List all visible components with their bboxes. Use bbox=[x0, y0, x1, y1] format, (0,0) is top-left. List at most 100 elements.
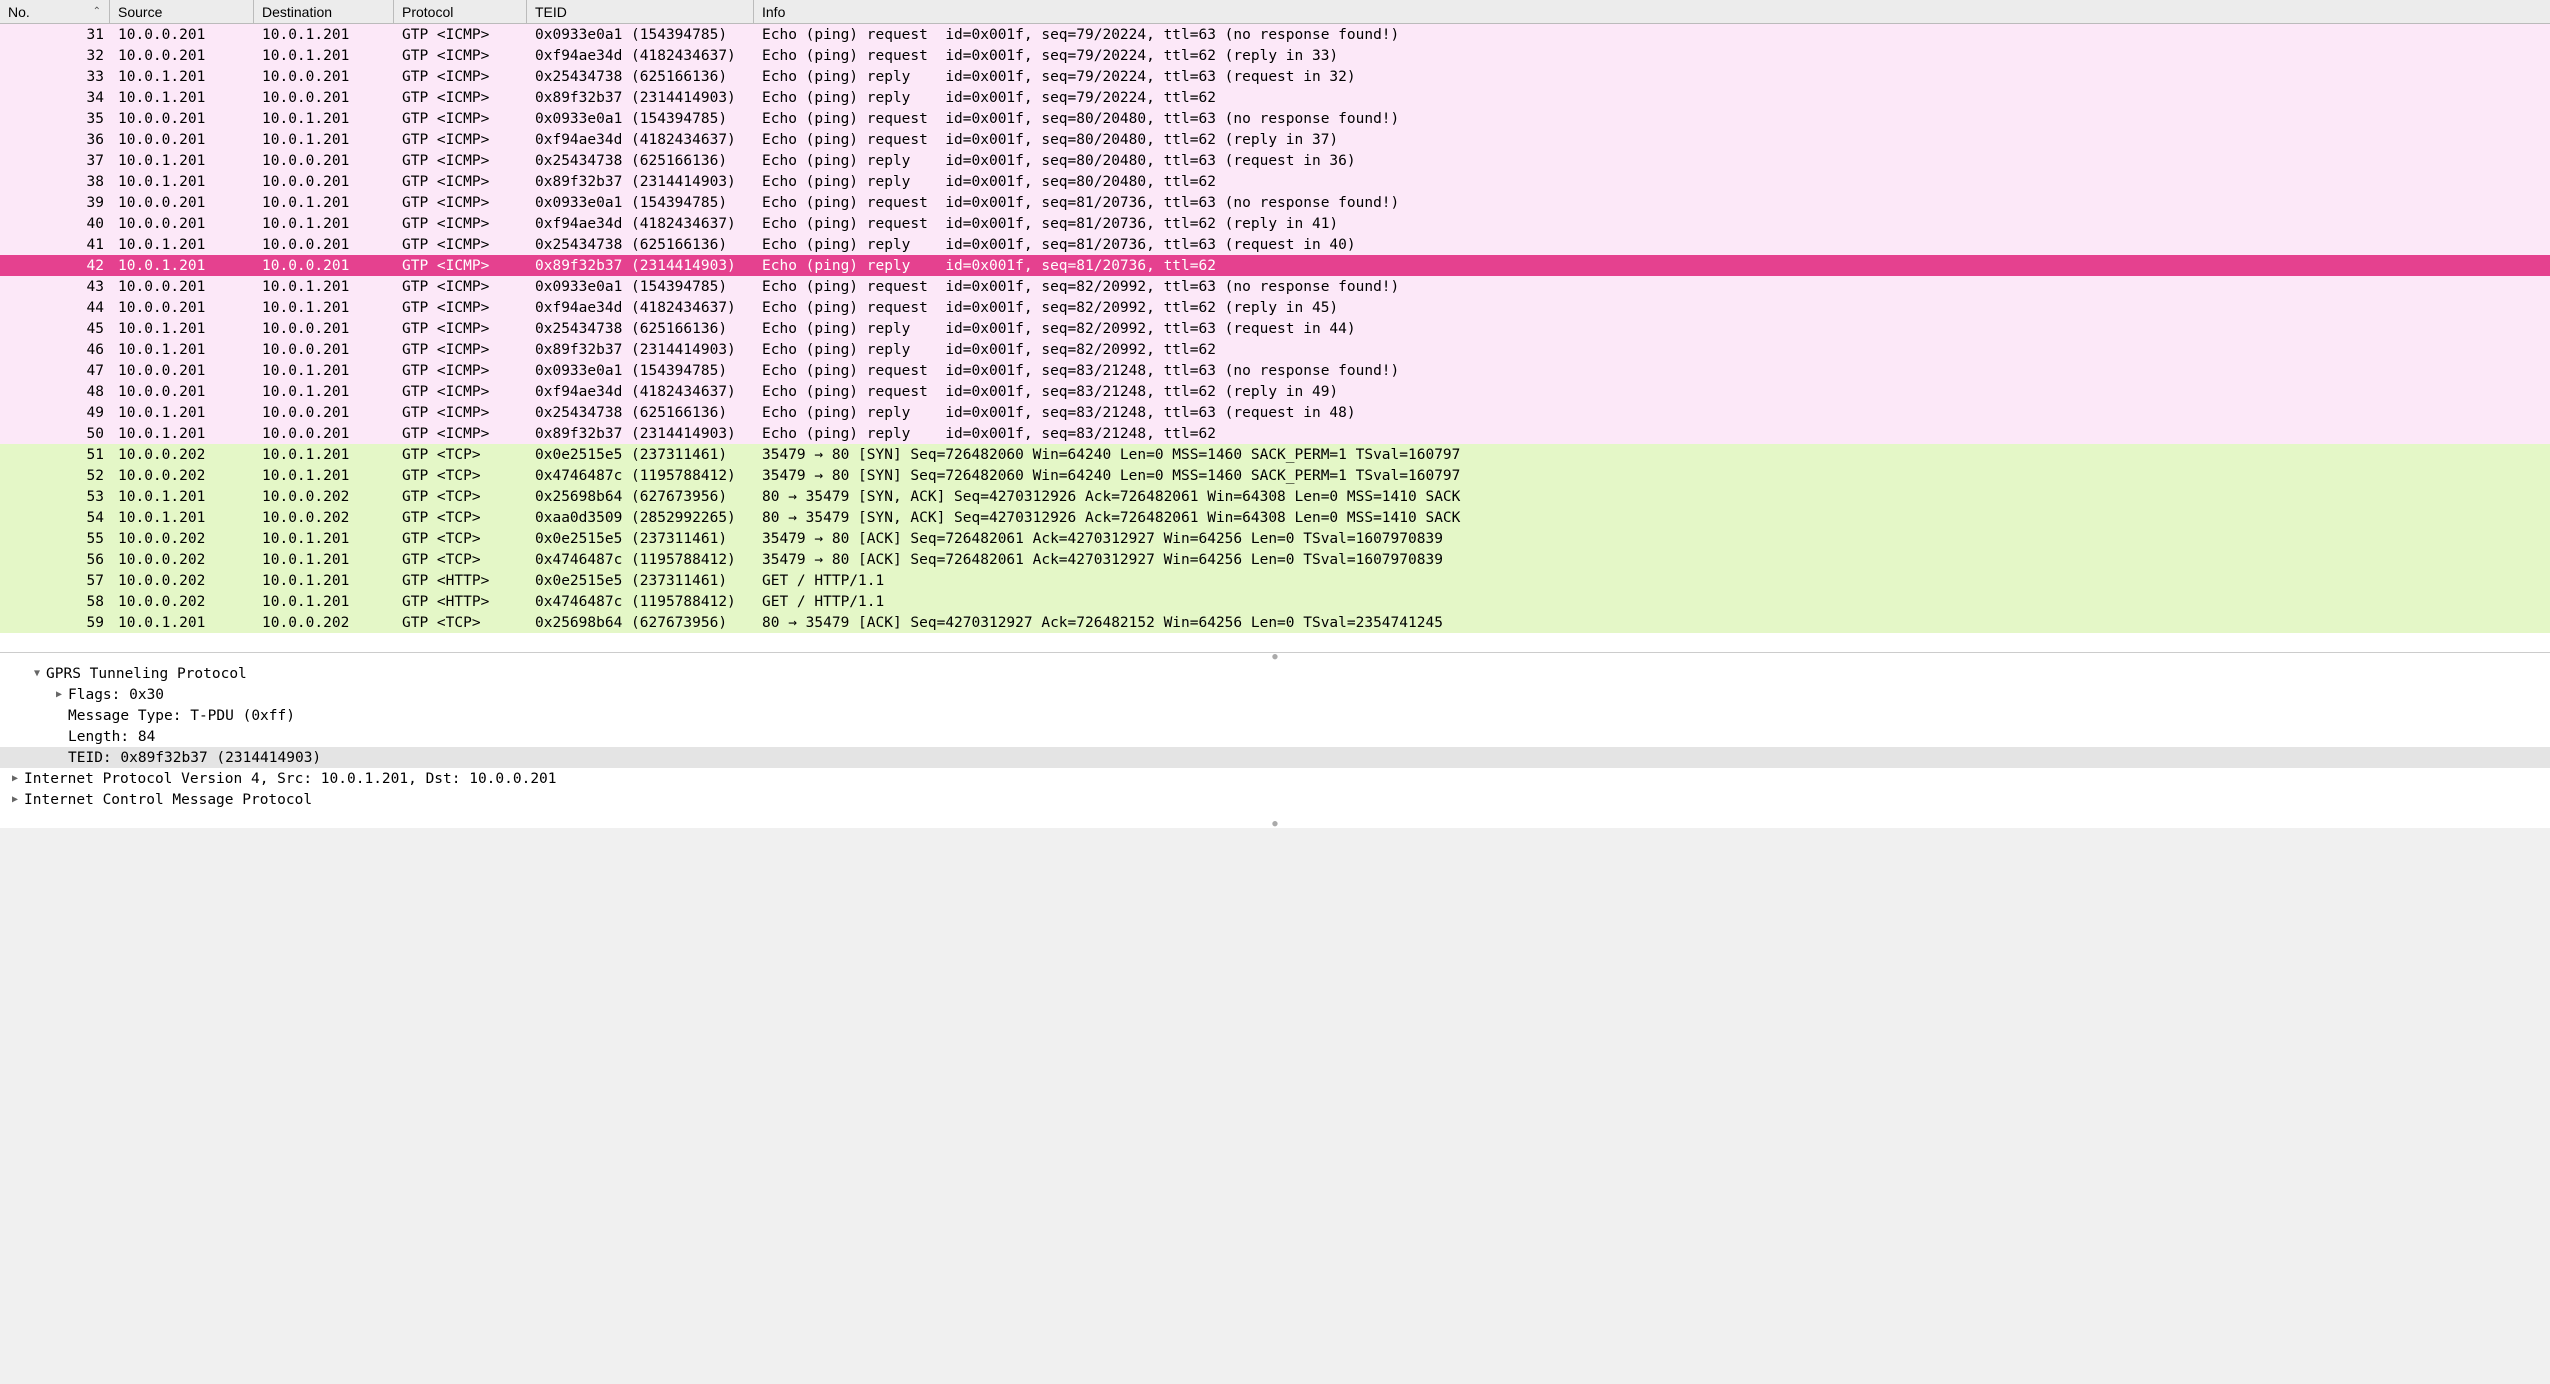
packet-row[interactable]: 3310.0.1.20110.0.0.201GTP <ICMP>0x254347… bbox=[0, 66, 2550, 87]
packet-row[interactable]: 4510.0.1.20110.0.0.201GTP <ICMP>0x254347… bbox=[0, 318, 2550, 339]
tree-toggle-icon[interactable] bbox=[8, 773, 22, 784]
cell-destination: 10.0.1.201 bbox=[254, 48, 394, 64]
packet-row[interactable]: 3110.0.0.20110.0.1.201GTP <ICMP>0x0933e0… bbox=[0, 24, 2550, 45]
packet-row[interactable]: 4310.0.0.20110.0.1.201GTP <ICMP>0x0933e0… bbox=[0, 276, 2550, 297]
packet-row[interactable]: 3210.0.0.20110.0.1.201GTP <ICMP>0xf94ae3… bbox=[0, 45, 2550, 66]
column-header-teid[interactable]: TEID bbox=[527, 0, 754, 23]
cell-source: 10.0.1.201 bbox=[110, 69, 254, 85]
cell-protocol: GTP <ICMP> bbox=[394, 237, 527, 253]
packet-row[interactable]: 5510.0.0.20210.0.1.201GTP <TCP>0x0e2515e… bbox=[0, 528, 2550, 549]
cell-info: Echo (ping) request id=0x001f, seq=83/21… bbox=[754, 384, 2550, 400]
cell-teid: 0x0e2515e5 (237311461) bbox=[527, 447, 754, 463]
detail-lines-container: GPRS Tunneling Protocol Flags: 0x30 Messag… bbox=[0, 663, 2550, 810]
detail-line[interactable]: TEID: 0x89f32b37 (2314414903) bbox=[0, 747, 2550, 768]
cell-protocol: GTP <ICMP> bbox=[394, 384, 527, 400]
cell-protocol: GTP <ICMP> bbox=[394, 426, 527, 442]
sort-ascending-icon: ⌃ bbox=[93, 6, 101, 17]
cell-destination: 10.0.1.201 bbox=[254, 531, 394, 547]
pane-resizer[interactable]: ● bbox=[0, 653, 2550, 661]
packet-row[interactable]: 3710.0.1.20110.0.0.201GTP <ICMP>0x254347… bbox=[0, 150, 2550, 171]
detail-line[interactable]: Length: 84 bbox=[0, 726, 2550, 747]
packet-row[interactable]: 5310.0.1.20110.0.0.202GTP <TCP>0x25698b6… bbox=[0, 486, 2550, 507]
detail-line[interactable]: Internet Protocol Version 4, Src: 10.0.1… bbox=[0, 768, 2550, 789]
packet-row[interactable]: 4010.0.0.20110.0.1.201GTP <ICMP>0xf94ae3… bbox=[0, 213, 2550, 234]
cell-info: Echo (ping) request id=0x001f, seq=80/20… bbox=[754, 132, 2550, 148]
column-label: TEID bbox=[535, 4, 567, 20]
detail-line[interactable]: Flags: 0x30 bbox=[0, 684, 2550, 705]
cell-teid: 0x0933e0a1 (154394785) bbox=[527, 195, 754, 211]
packet-row[interactable]: 4210.0.1.20110.0.0.201GTP <ICMP>0x89f32b… bbox=[0, 255, 2550, 276]
packet-row[interactable]: 5610.0.0.20210.0.1.201GTP <TCP>0x4746487… bbox=[0, 549, 2550, 570]
packet-row[interactable]: 4710.0.0.20110.0.1.201GTP <ICMP>0x0933e0… bbox=[0, 360, 2550, 381]
packet-row[interactable]: 5810.0.0.20210.0.1.201GTP <HTTP>0x474648… bbox=[0, 591, 2550, 612]
packet-row[interactable]: 5710.0.0.20210.0.1.201GTP <HTTP>0x0e2515… bbox=[0, 570, 2550, 591]
pane-resizer-bottom[interactable]: ● bbox=[0, 820, 2550, 828]
packet-row[interactable]: 3610.0.0.20110.0.1.201GTP <ICMP>0xf94ae3… bbox=[0, 129, 2550, 150]
cell-protocol: GTP <ICMP> bbox=[394, 48, 527, 64]
cell-no: 33 bbox=[0, 69, 110, 85]
cell-protocol: GTP <TCP> bbox=[394, 510, 527, 526]
cell-protocol: GTP <ICMP> bbox=[394, 363, 527, 379]
cell-teid: 0x25434738 (625166136) bbox=[527, 237, 754, 253]
cell-source: 10.0.0.201 bbox=[110, 216, 254, 232]
cell-source: 10.0.0.201 bbox=[110, 48, 254, 64]
detail-line[interactable]: GPRS Tunneling Protocol bbox=[0, 663, 2550, 684]
tree-toggle-icon[interactable] bbox=[30, 668, 44, 679]
packet-details-pane[interactable]: GPRS Tunneling Protocol Flags: 0x30 Messag… bbox=[0, 661, 2550, 820]
packet-row[interactable]: 3510.0.0.20110.0.1.201GTP <ICMP>0x0933e0… bbox=[0, 108, 2550, 129]
detail-line[interactable]: Internet Control Message Protocol bbox=[0, 789, 2550, 810]
packet-row[interactable]: 4410.0.0.20110.0.1.201GTP <ICMP>0xf94ae3… bbox=[0, 297, 2550, 318]
cell-protocol: GTP <ICMP> bbox=[394, 174, 527, 190]
detail-line[interactable]: Message Type: T-PDU (0xff) bbox=[0, 705, 2550, 726]
packet-row[interactable]: 5110.0.0.20210.0.1.201GTP <TCP>0x0e2515e… bbox=[0, 444, 2550, 465]
packet-row[interactable]: 3810.0.1.20110.0.0.201GTP <ICMP>0x89f32b… bbox=[0, 171, 2550, 192]
packet-row[interactable]: 3910.0.0.20110.0.1.201GTP <ICMP>0x0933e0… bbox=[0, 192, 2550, 213]
packet-list-pane[interactable]: No. ⌃ Source Destination Protocol TEID I… bbox=[0, 0, 2550, 653]
cell-teid: 0x0e2515e5 (237311461) bbox=[527, 573, 754, 589]
cell-protocol: GTP <TCP> bbox=[394, 552, 527, 568]
column-header-source[interactable]: Source bbox=[110, 0, 254, 23]
cell-source: 10.0.1.201 bbox=[110, 174, 254, 190]
cell-info: Echo (ping) reply id=0x001f, seq=83/2124… bbox=[754, 426, 2550, 442]
cell-teid: 0x4746487c (1195788412) bbox=[527, 552, 754, 568]
cell-info: Echo (ping) reply id=0x001f, seq=79/2022… bbox=[754, 69, 2550, 85]
cell-destination: 10.0.0.202 bbox=[254, 510, 394, 526]
cell-destination: 10.0.1.201 bbox=[254, 111, 394, 127]
cell-source: 10.0.1.201 bbox=[110, 237, 254, 253]
packet-row[interactable]: 4810.0.0.20110.0.1.201GTP <ICMP>0xf94ae3… bbox=[0, 381, 2550, 402]
cell-no: 34 bbox=[0, 90, 110, 106]
cell-info: GET / HTTP/1.1 bbox=[754, 594, 2550, 610]
cell-no: 41 bbox=[0, 237, 110, 253]
cell-no: 48 bbox=[0, 384, 110, 400]
cell-source: 10.0.1.201 bbox=[110, 321, 254, 337]
column-header-protocol[interactable]: Protocol bbox=[394, 0, 527, 23]
cell-no: 37 bbox=[0, 153, 110, 169]
cell-source: 10.0.0.202 bbox=[110, 573, 254, 589]
column-header-no[interactable]: No. ⌃ bbox=[0, 0, 110, 23]
cell-destination: 10.0.0.201 bbox=[254, 153, 394, 169]
cell-destination: 10.0.1.201 bbox=[254, 300, 394, 316]
packet-row[interactable]: 3410.0.1.20110.0.0.201GTP <ICMP>0x89f32b… bbox=[0, 87, 2550, 108]
tree-toggle-icon[interactable] bbox=[52, 689, 66, 700]
cell-protocol: GTP <TCP> bbox=[394, 468, 527, 484]
cell-no: 35 bbox=[0, 111, 110, 127]
packet-row[interactable]: 5910.0.1.20110.0.0.202GTP <TCP>0x25698b6… bbox=[0, 612, 2550, 633]
column-header-destination[interactable]: Destination bbox=[254, 0, 394, 23]
packet-row[interactable]: 5210.0.0.20210.0.1.201GTP <TCP>0x4746487… bbox=[0, 465, 2550, 486]
packet-row[interactable]: 4610.0.1.20110.0.0.201GTP <ICMP>0x89f32b… bbox=[0, 339, 2550, 360]
packet-row[interactable]: 4110.0.1.20110.0.0.201GTP <ICMP>0x254347… bbox=[0, 234, 2550, 255]
column-header-info[interactable]: Info bbox=[754, 0, 2550, 23]
column-label: Source bbox=[118, 4, 162, 20]
packet-row[interactable]: 5410.0.1.20110.0.0.202GTP <TCP>0xaa0d350… bbox=[0, 507, 2550, 528]
cell-teid: 0x25434738 (625166136) bbox=[527, 405, 754, 421]
tree-toggle-icon[interactable] bbox=[8, 794, 22, 805]
cell-source: 10.0.1.201 bbox=[110, 90, 254, 106]
cell-protocol: GTP <ICMP> bbox=[394, 132, 527, 148]
cell-destination: 10.0.1.201 bbox=[254, 195, 394, 211]
packet-row[interactable]: 4910.0.1.20110.0.0.201GTP <ICMP>0x254347… bbox=[0, 402, 2550, 423]
cell-no: 55 bbox=[0, 531, 110, 547]
detail-text: Flags: 0x30 bbox=[68, 687, 164, 703]
cell-teid: 0x25698b64 (627673956) bbox=[527, 489, 754, 505]
packet-row[interactable]: 5010.0.1.20110.0.0.201GTP <ICMP>0x89f32b… bbox=[0, 423, 2550, 444]
cell-info: 35479 → 80 [ACK] Seq=726482061 Ack=42703… bbox=[754, 552, 2550, 568]
